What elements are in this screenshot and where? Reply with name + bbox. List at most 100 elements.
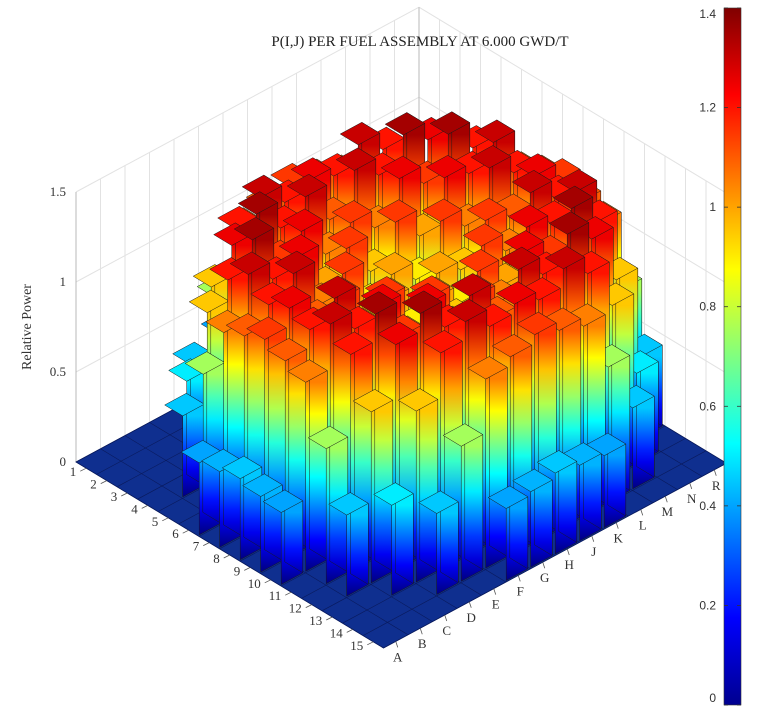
- row-tick-label: 4: [131, 501, 138, 516]
- bar-face-side: [489, 356, 508, 557]
- bar-face-top: [328, 492, 369, 516]
- col-tick-mark: [689, 482, 693, 490]
- row-tick-label: 14: [330, 625, 344, 640]
- col-tick-mark: [419, 628, 423, 635]
- bar-face-top: [270, 285, 312, 309]
- z-tick-label: 0: [60, 454, 67, 469]
- bar-face-top: [548, 211, 590, 235]
- z-tick-label: 0.5: [50, 364, 66, 379]
- row-tick-mark: [326, 616, 333, 621]
- row-tick-label: 7: [193, 539, 200, 554]
- colorbar-tick-label: 0.6: [699, 399, 716, 413]
- colorbar-tick-label: 0.2: [699, 598, 716, 612]
- bar-face-top: [450, 273, 492, 297]
- bar-face-top: [290, 157, 332, 181]
- bar: [373, 482, 414, 596]
- bar-face-top: [422, 330, 463, 354]
- col-tick-label: F: [517, 583, 524, 598]
- bar-face-top: [372, 252, 414, 276]
- bar-face-top: [332, 331, 373, 355]
- bar-face-top: [429, 111, 471, 135]
- col-tick-label: M: [661, 504, 673, 519]
- row-tick-mark: [162, 517, 169, 522]
- bar-face-top: [466, 197, 508, 221]
- row-tick-label: 6: [172, 526, 179, 541]
- bar-face-top: [442, 423, 484, 447]
- bar-face-top: [278, 234, 320, 258]
- bar-face-top: [397, 388, 439, 412]
- row-tick-label: 11: [269, 588, 282, 603]
- colorbar-tick-label: 1.4: [699, 7, 716, 21]
- bar-face-top: [307, 425, 349, 449]
- bar-face-top: [462, 223, 504, 247]
- row-tick-mark: [203, 542, 210, 546]
- bar: [614, 384, 655, 490]
- col-tick-mark: [468, 601, 472, 608]
- row-tick-mark: [244, 567, 251, 571]
- row-tick-mark: [305, 604, 312, 608]
- row-tick-mark: [182, 529, 189, 534]
- bar-face-top: [425, 155, 467, 179]
- bar-face-top: [241, 174, 283, 198]
- bar-face-top: [246, 316, 287, 340]
- col-tick-label: C: [442, 623, 451, 638]
- col-tick-mark: [493, 588, 497, 595]
- axis-ticks: 00.511.5123456789101112131415ABCDEFGHJKL…: [50, 184, 721, 664]
- colorbar-ticks: 0 0.2 0.4 0.6 0.8 1 1.2 1.4: [699, 7, 741, 706]
- bar: [262, 489, 304, 585]
- col-tick-mark: [517, 575, 521, 582]
- row-tick-label: 10: [248, 576, 261, 591]
- bar-face-top: [474, 119, 516, 143]
- bar-face-top: [339, 122, 381, 146]
- bar: [487, 485, 529, 581]
- row-tick-label: 3: [111, 489, 118, 504]
- row-tick-label: 5: [152, 514, 159, 529]
- row-tick-mark: [264, 579, 271, 584]
- bar-face-top: [373, 482, 414, 506]
- bar-face-top: [287, 359, 328, 383]
- bar: [397, 388, 439, 583]
- col-tick-label: D: [467, 610, 476, 625]
- bar: [287, 359, 328, 572]
- bar-face-top: [262, 489, 304, 513]
- bars-group: [164, 111, 663, 597]
- bar-face-top: [242, 473, 283, 497]
- bar-face-top: [233, 217, 275, 241]
- bar-face-top: [418, 490, 459, 514]
- z-gridline: [418, 6, 727, 194]
- bar: [585, 432, 627, 529]
- col-tick-mark: [591, 535, 595, 542]
- col-tick-mark: [542, 562, 546, 569]
- col-tick-label: R: [712, 478, 721, 493]
- bar-face-side: [374, 388, 394, 572]
- bar-face-top: [286, 174, 328, 198]
- col-tick-label: K: [614, 531, 624, 546]
- bar-face-top: [503, 230, 545, 254]
- bar-face-top: [446, 298, 488, 322]
- row-tick-label: 9: [234, 563, 241, 578]
- bar-face-top: [384, 112, 426, 136]
- col-tick-label: G: [540, 570, 549, 585]
- bar-face-top: [237, 191, 279, 215]
- bar-face-top: [274, 250, 316, 274]
- colorbar: [723, 7, 742, 706]
- bar-face-top: [401, 290, 443, 314]
- row-tick-mark: [80, 467, 87, 472]
- bar-face-top: [515, 153, 557, 177]
- bar-face-top: [221, 455, 263, 479]
- bar: [512, 468, 553, 568]
- bar-face-top: [544, 246, 586, 270]
- bar-face-top: [266, 338, 308, 362]
- bar-face-top: [536, 450, 578, 474]
- col-tick-mark: [444, 614, 448, 622]
- bar-face-top: [511, 170, 553, 194]
- bar: [536, 450, 578, 555]
- bar-face-top: [282, 208, 324, 232]
- bar-face-top: [327, 225, 369, 249]
- col-tick-label: H: [565, 557, 574, 572]
- colorbar-tick-label: 0.4: [699, 499, 716, 513]
- bar: [328, 492, 369, 597]
- bar-face-top: [421, 198, 463, 222]
- col-tick-label: B: [418, 636, 427, 651]
